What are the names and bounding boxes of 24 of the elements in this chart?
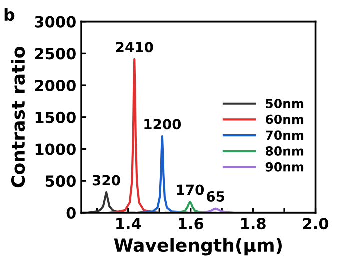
y-tick-label: 0 xyxy=(66,207,76,219)
legend-label: 80nm xyxy=(266,146,304,156)
text: b xyxy=(4,8,15,22)
y-tick-label: 2000 xyxy=(35,80,76,92)
legend-label: 60nm xyxy=(266,114,304,124)
y-tick-label: 1500 xyxy=(36,112,76,124)
x-tick-label: 1.6 xyxy=(179,218,204,230)
annotation: 170 xyxy=(177,184,204,196)
annotation: 2410 xyxy=(116,42,154,53)
legend-label: 90nm xyxy=(266,162,304,172)
y-tick-label: 1000 xyxy=(36,144,76,156)
x-tick-label: 1.8 xyxy=(242,218,266,230)
legend-label: 70nm xyxy=(266,130,304,140)
x-tick-label: 1.4 xyxy=(116,218,142,230)
x-tick-label: 2.0 xyxy=(303,218,329,230)
legend-label: 50nm xyxy=(266,98,304,108)
annotation: 1200 xyxy=(144,119,182,130)
x-axis-title: Wavelength(μm) xyxy=(114,238,282,256)
y-tick-label: 500 xyxy=(46,176,76,188)
y-tick-label: 3000 xyxy=(35,16,76,28)
y-axis-title: Contrast ratio xyxy=(11,47,26,188)
y-tick-label: 2500 xyxy=(35,48,76,60)
annotation: 320 xyxy=(92,175,120,186)
annotation: 65 xyxy=(207,191,225,202)
